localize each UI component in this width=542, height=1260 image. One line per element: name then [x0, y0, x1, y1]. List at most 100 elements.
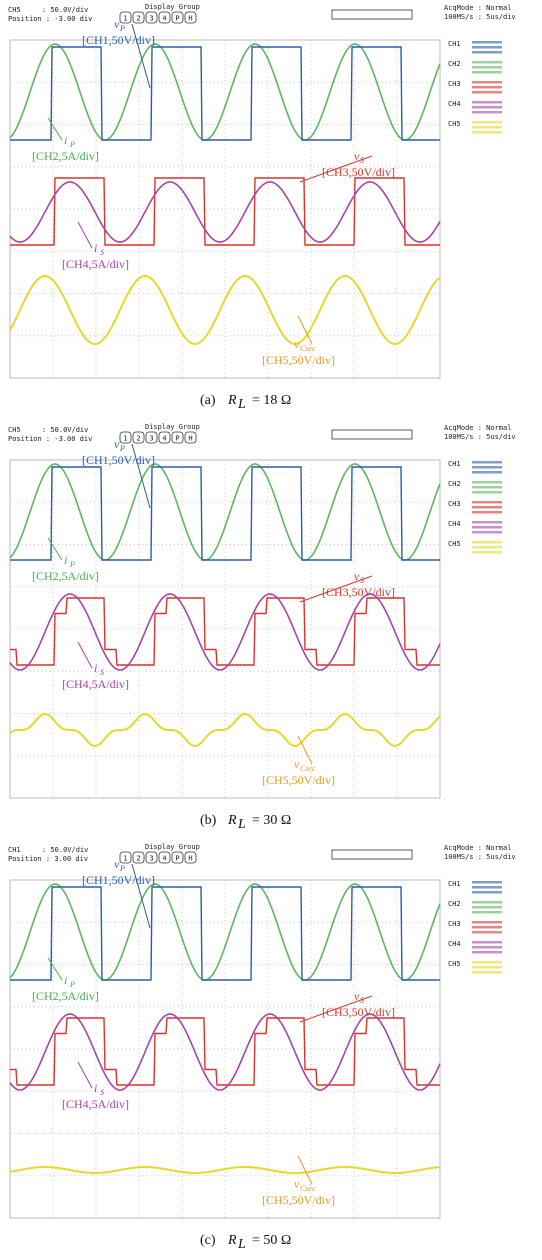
caption-var: R	[227, 393, 237, 408]
sidebar-info	[472, 521, 502, 524]
acq-mode: AcqMode : Normal	[444, 4, 511, 12]
label-subscript: Cscc	[300, 344, 316, 353]
sidebar-info	[472, 461, 502, 464]
position: Position : -3.00 div	[8, 15, 92, 23]
sidebar-info	[472, 466, 502, 469]
sidebar-info	[472, 531, 502, 534]
sidebar-channel: CH5	[448, 540, 461, 548]
label-symbol: i	[64, 133, 67, 147]
label-text: [CH5,50V/div]	[262, 353, 335, 367]
group-button-label: 4	[162, 15, 166, 23]
sidebar-info	[472, 126, 502, 129]
group-button-label: 3	[149, 855, 153, 863]
trigger-box	[332, 10, 412, 19]
caption-rest: = 18 Ω	[252, 393, 291, 408]
sidebar-channel: CH2	[448, 900, 461, 908]
label-symbol: i	[94, 661, 97, 675]
sidebar-info	[472, 91, 502, 94]
sidebar-info	[472, 931, 502, 934]
position: Position : 3.00 div	[8, 855, 88, 863]
group-button-label: 3	[149, 435, 153, 443]
sidebar-channel: CH4	[448, 520, 461, 528]
channel: CH5	[8, 426, 21, 434]
label-subscript: P	[119, 24, 125, 33]
group-button-label: 1	[123, 435, 127, 443]
sidebar-info	[472, 881, 502, 884]
label-text: [CH3,50V/div]	[322, 585, 395, 599]
sidebar-channel: CH5	[448, 120, 461, 128]
sidebar-info	[472, 511, 502, 514]
sidebar-channel: CH3	[448, 500, 461, 508]
label-symbol: i	[94, 241, 97, 255]
sidebar-info	[472, 71, 502, 74]
sidebar-info	[472, 81, 502, 84]
label-subscript: S	[100, 668, 104, 677]
label-subscript: Cscc	[300, 1184, 316, 1193]
sidebar-info	[472, 51, 502, 54]
sidebar-channel: CH2	[448, 480, 461, 488]
label-symbol: i	[94, 1081, 97, 1095]
group-button-label: P	[175, 855, 179, 863]
acq-mode: AcqMode : Normal	[444, 424, 511, 432]
timebase: 100MS/s : 5us/div	[444, 13, 516, 21]
sidebar-info	[472, 486, 502, 489]
caption-rest: = 50 Ω	[252, 1233, 291, 1248]
display-group: Display Group	[145, 423, 200, 431]
caption-var: R	[227, 813, 237, 828]
sidebar-info	[472, 106, 502, 109]
channel-scale: : 50.0V/div	[42, 426, 88, 434]
label-text: [CH5,50V/div]	[262, 773, 335, 787]
caption-sub: L	[237, 1237, 246, 1252]
sidebar-info	[472, 546, 502, 549]
label-text: [CH5,50V/div]	[262, 1193, 335, 1207]
label-subscript: P	[69, 980, 75, 989]
sidebar-info	[472, 951, 502, 954]
sidebar-info	[472, 526, 502, 529]
label-subscript: S	[100, 1088, 104, 1097]
channel: CH1	[8, 846, 21, 854]
sidebar-info	[472, 891, 502, 894]
caption-var: R	[227, 1233, 237, 1248]
group-button-label: H	[188, 855, 192, 863]
group-button-label: 4	[162, 435, 166, 443]
sidebar-info	[472, 86, 502, 89]
label-text: [CH3,50V/div]	[322, 1005, 395, 1019]
sidebar-info	[472, 906, 502, 909]
label-symbol: i	[64, 973, 67, 987]
caption-tag: (b)	[200, 813, 217, 828]
group-button-label: 2	[136, 855, 140, 863]
display-group: Display Group	[145, 843, 200, 851]
label-text: [CH3,50V/div]	[322, 165, 395, 179]
sidebar-info	[472, 911, 502, 914]
label-text: [CH2,5A/div]	[32, 569, 99, 583]
sidebar-info	[472, 901, 502, 904]
group-button-label: 3	[149, 15, 153, 23]
label-text: [CH1,50V/div]	[82, 33, 155, 47]
sidebar-channel: CH1	[448, 460, 461, 468]
sidebar-channel: CH4	[448, 100, 461, 108]
group-button-label: 1	[123, 15, 127, 23]
channel-scale: : 50.0V/div	[42, 846, 88, 854]
acq-mode: AcqMode : Normal	[444, 844, 511, 852]
group-button-label: P	[175, 15, 179, 23]
label-text: [CH4,5A/div]	[62, 257, 129, 271]
caption-tag: (a)	[200, 393, 216, 408]
sidebar-info	[472, 541, 502, 544]
sidebar-info	[472, 946, 502, 949]
sidebar-info	[472, 46, 502, 49]
sidebar-info	[472, 131, 502, 134]
sidebar-channel: CH4	[448, 940, 461, 948]
label-symbol: i	[64, 553, 67, 567]
sidebar-info	[472, 111, 502, 114]
label-text: [CH4,5A/div]	[62, 677, 129, 691]
label-subscript: P	[69, 140, 75, 149]
label-text: [CH4,5A/div]	[62, 1097, 129, 1111]
sidebar-info	[472, 961, 502, 964]
caption-sub: L	[237, 817, 246, 832]
sidebar-info	[472, 506, 502, 509]
sidebar-info	[472, 471, 502, 474]
label-subscript: P	[119, 444, 125, 453]
sidebar-channel: CH1	[448, 880, 461, 888]
sidebar-info	[472, 886, 502, 889]
sidebar-info	[472, 926, 502, 929]
